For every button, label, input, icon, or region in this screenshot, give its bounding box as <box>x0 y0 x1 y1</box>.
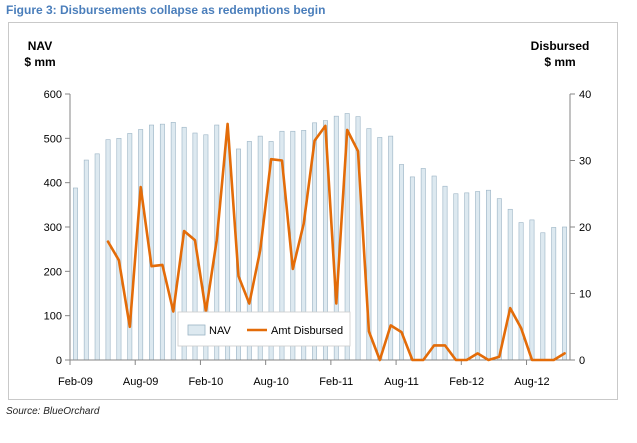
nav-bar <box>475 191 481 361</box>
nav-bar <box>518 222 524 361</box>
nav-bar <box>507 208 513 361</box>
source-note: Source: BlueOrchard <box>6 406 100 417</box>
left-axis-label-line1: NAV <box>28 39 52 53</box>
nav-bar <box>420 168 426 361</box>
nav-bar <box>159 123 165 361</box>
left-tick-label: 500 <box>44 133 62 145</box>
nav-bar <box>149 124 154 361</box>
nav-bar <box>442 185 448 361</box>
legend-box <box>177 311 351 347</box>
x-tick-label: Feb-11 <box>319 376 353 388</box>
legend-label-nav: NAV <box>209 325 231 337</box>
x-tick-label: Feb-10 <box>188 376 223 388</box>
nav-bar <box>94 153 100 361</box>
left-tick-label: 0 <box>56 355 62 367</box>
figure-title: Figure 3: Disbursements collapse as rede… <box>6 3 326 17</box>
x-tick-label: Aug-10 <box>253 376 288 388</box>
nav-bar <box>409 176 415 361</box>
disbursed-line-path <box>106 122 566 362</box>
right-tick-label: 40 <box>579 89 591 101</box>
nav-bar <box>453 193 459 361</box>
axes: 0 100 200 300 400 500 600 0 10 20 30 40 Feb-09 Aug-09… <box>44 89 592 388</box>
right-tick-label: 10 <box>579 289 591 301</box>
left-tick-label: 400 <box>44 178 62 190</box>
nav-bar <box>72 187 78 361</box>
nav-bar <box>486 189 491 361</box>
right-axis-label-line2: $ mm <box>544 55 575 69</box>
nav-bar <box>116 138 122 361</box>
nav-bar <box>138 129 144 361</box>
disbursed-line <box>106 122 566 362</box>
nav-bar <box>464 192 470 361</box>
x-tick-label: Aug-11 <box>384 376 419 388</box>
nav-bar <box>377 137 383 361</box>
nav-bar <box>529 219 535 361</box>
left-axis-label-line2: $ mm <box>24 55 55 69</box>
legend-label-disbursed: Amt Disbursed <box>271 325 343 337</box>
nav-bar <box>562 226 568 361</box>
nav-bar <box>170 122 176 361</box>
nav-bar <box>431 175 437 361</box>
left-tick-label: 200 <box>44 266 62 278</box>
left-tick-label: 600 <box>44 89 62 101</box>
right-axis-label-line1: Disbursed <box>531 39 590 53</box>
left-tick-label: 300 <box>44 222 62 234</box>
nav-bar <box>540 232 546 361</box>
nav-bar <box>496 198 502 361</box>
nav-bar <box>83 159 89 361</box>
x-tick-label: Aug-09 <box>123 376 158 388</box>
left-tick-label: 100 <box>44 311 62 323</box>
right-tick-label: 20 <box>579 222 591 234</box>
nav-bar <box>105 139 111 361</box>
nav-bar <box>551 227 557 361</box>
right-tick-label: 30 <box>579 156 591 168</box>
right-tick-label: 0 <box>579 355 585 367</box>
legend: NAV Amt Disbursed <box>177 311 351 347</box>
chart-frame <box>8 22 618 400</box>
x-tick-label: Feb-12 <box>449 376 484 388</box>
x-tick-label: Feb-09 <box>58 376 93 388</box>
x-tick-label: Aug-12 <box>514 376 549 388</box>
legend-swatch-nav <box>187 324 206 336</box>
